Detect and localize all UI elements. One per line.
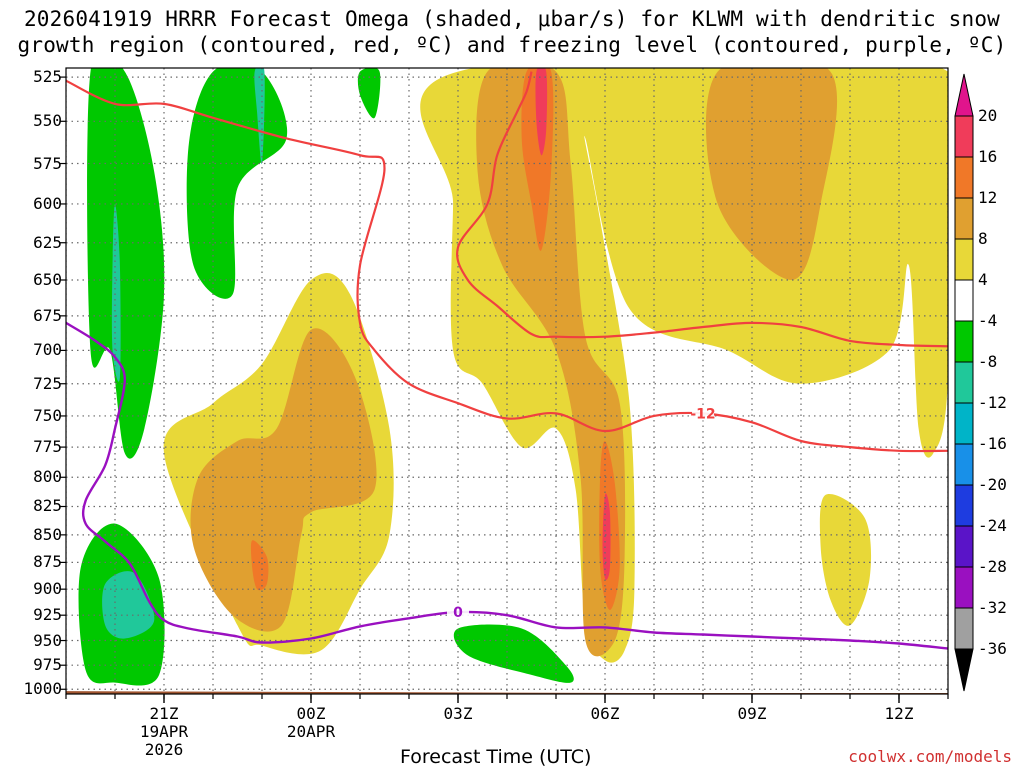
y-tick-label-700: 700	[33, 340, 62, 360]
colorbar-label--4: -4	[978, 311, 998, 330]
chart-title-line1: 2026041919 HRRR Forecast Omega (shaded, …	[23, 7, 1001, 31]
y-tick-label-975: 975	[33, 655, 62, 675]
chart-title-line2: growth region (contoured, red, ºC) and f…	[17, 33, 1007, 57]
colorbar-swatch-5	[954, 320, 974, 363]
colorbar-swatch-12	[954, 607, 974, 650]
x-tick-label-03Z: 03Z	[443, 704, 473, 723]
colorbar-label--36: -36	[978, 639, 1007, 658]
colorbar-label--28: -28	[978, 557, 1007, 576]
omega-positive-region-9	[535, 68, 548, 156]
colorbar-label--20: -20	[978, 475, 1007, 494]
colorbar-swatch-10	[954, 525, 974, 568]
y-tick-label-925: 925	[33, 605, 62, 625]
y-tick-label-850: 850	[33, 524, 62, 544]
omega-negative-region-4	[357, 68, 381, 119]
x-tick-label-21Z: 21Z 19APR 2026	[139, 704, 189, 759]
x-axis-label: Forecast Time (UTC)	[400, 746, 592, 768]
colorbar-label-12: 12	[978, 188, 998, 207]
colorbar-swatch-7	[954, 402, 974, 445]
freezing-contour-label: 0	[453, 605, 463, 621]
x-tick-label-12Z: 12Z	[884, 704, 914, 723]
y-tick-label-825: 825	[33, 496, 62, 516]
y-tick-label-950: 950	[33, 630, 62, 650]
y-tick-label-525: 525	[33, 67, 62, 87]
colorbar-label--8: -8	[978, 352, 998, 371]
y-tick-label-600: 600	[33, 193, 62, 213]
y-tick-label-675: 675	[33, 305, 62, 325]
y-tick-label-575: 575	[33, 153, 62, 173]
colorbar-swatch-8	[954, 443, 974, 486]
x-tick-label-06Z: 06Z	[590, 704, 620, 723]
colorbar-label-8: 8	[978, 229, 988, 248]
dgz-contour-0	[66, 79, 948, 453]
x-tick-label-00Z: 00Z 20APR	[286, 704, 336, 741]
y-tick-label-900: 900	[33, 579, 62, 599]
terrain-fill	[66, 691, 948, 694]
freezing-contour-label-bg	[447, 604, 469, 620]
colorbar-swatch-2	[954, 197, 974, 240]
y-tick-label-625: 625	[33, 232, 62, 252]
omega-positive-region-8	[250, 540, 269, 591]
colorbar-label--24: -24	[978, 516, 1007, 535]
dgz-contour-1	[456, 71, 948, 348]
omega-positive-region-2	[819, 493, 872, 626]
colorbar-top-cap	[954, 73, 974, 117]
freezing-level-contour	[66, 321, 948, 650]
credit-link[interactable]: coolwx.com/models	[848, 747, 1012, 766]
y-tick-label-725: 725	[33, 373, 62, 393]
colorbar-swatch-3	[954, 238, 974, 281]
colorbar-label-20: 20	[978, 106, 998, 125]
y-tick-label-650: 650	[33, 269, 62, 289]
colorbar-swatch-6	[954, 361, 974, 404]
plot-layer: -12 0	[66, 68, 948, 694]
y-tick-label-800: 800	[33, 467, 62, 487]
omega-positive-region-3	[476, 68, 626, 657]
y-tick-label-775: 775	[33, 437, 62, 457]
y-tick-label-750: 750	[33, 405, 62, 425]
y-tick-label-1000: 1000	[23, 679, 62, 699]
x-tick-label-09Z: 09Z	[737, 704, 767, 723]
colorbar-swatch-9	[954, 484, 974, 527]
omega-negative-region-7	[453, 624, 574, 683]
y-tick-label-550: 550	[33, 111, 62, 131]
colorbar-label--12: -12	[978, 393, 1007, 412]
colorbar-label--16: -16	[978, 434, 1007, 453]
omega-negative-region-1	[111, 204, 121, 382]
colorbar-label--32: -32	[978, 598, 1007, 617]
colorbar-label-4: 4	[978, 270, 988, 289]
dgz-contour-label-bg	[692, 405, 714, 421]
omega-positive-region-4	[190, 328, 377, 632]
omega-negative-region-0	[87, 68, 165, 459]
dgz-contour-label: -12	[690, 406, 715, 422]
colorbar-swatch-0	[954, 115, 974, 158]
colorbar-swatch-1	[954, 156, 974, 199]
colorbar-label-16: 16	[978, 147, 998, 166]
y-tick-label-875: 875	[33, 552, 62, 572]
colorbar-swatch-4	[954, 279, 974, 322]
colorbar-swatch-11	[954, 566, 974, 609]
colorbar-bottom-cap	[954, 648, 974, 692]
